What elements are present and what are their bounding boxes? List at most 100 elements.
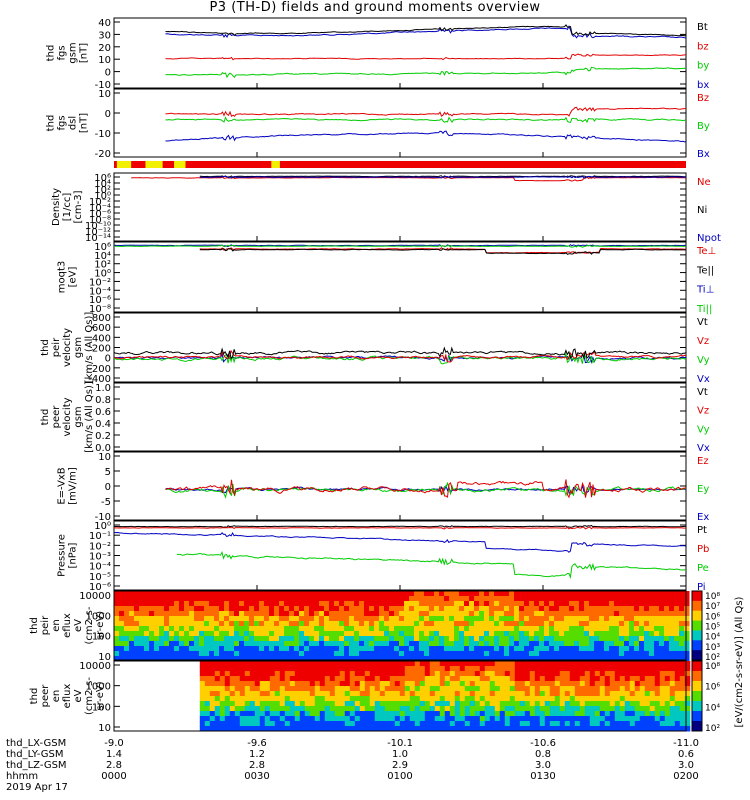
spectrogram-cell	[339, 706, 346, 712]
spectrogram-cell	[659, 676, 666, 682]
spectrogram-cell	[194, 591, 200, 597]
spectrogram-cell	[219, 696, 226, 702]
spectrogram-cell	[664, 686, 671, 692]
spectrogram-cell	[224, 681, 231, 687]
spectrogram-cell	[564, 706, 571, 712]
spectrogram-cell	[199, 646, 205, 652]
spectrogram-cell	[539, 716, 546, 722]
spectrogram-cell	[479, 631, 485, 637]
spectrogram-cell	[169, 611, 175, 617]
spectrogram-cell	[354, 591, 360, 597]
spectrogram-cell	[554, 636, 560, 642]
spectrogram-cell	[639, 656, 645, 662]
spectrogram-cell	[384, 676, 391, 682]
spectrogram-cell	[394, 621, 400, 627]
spectrogram-cell	[144, 621, 150, 627]
spectrogram-cell	[379, 656, 385, 662]
spectrogram-cell	[239, 701, 246, 707]
spectrogram-cell	[574, 646, 580, 652]
spectrogram-cell	[209, 696, 216, 702]
spectrogram-cell	[299, 591, 305, 597]
spectrogram-cell	[579, 721, 586, 727]
spectrogram-cell	[279, 696, 286, 702]
spectrogram-cell	[299, 666, 306, 672]
spectrogram-cell	[299, 721, 306, 727]
spectrogram-cell	[614, 661, 621, 667]
spectrogram-cell	[289, 681, 296, 687]
spectrogram-cell	[599, 616, 605, 622]
spectrogram-cell	[539, 621, 545, 627]
spectrogram-cell	[234, 636, 240, 642]
spectrogram-cell	[529, 591, 535, 597]
spectrogram-cell	[159, 656, 165, 662]
spectrogram-cell	[619, 676, 626, 682]
spectrogram-cell	[589, 661, 596, 667]
spectrogram-cell	[639, 611, 645, 617]
spectrogram-cell	[384, 661, 391, 667]
spectrogram-cell	[279, 616, 285, 622]
spectrogram-cell	[604, 636, 610, 642]
spectrogram-cell	[499, 636, 505, 642]
spectrogram-cell	[259, 611, 265, 617]
spectrogram-cell	[624, 691, 631, 697]
spectrogram-cell	[339, 601, 345, 607]
spectrogram-cell	[254, 636, 260, 642]
spectrogram-cell	[659, 631, 665, 637]
spectrogram-cell	[339, 726, 346, 732]
series-bz	[165, 53, 687, 61]
spectrogram-cell	[644, 671, 651, 677]
spectrogram-cell	[639, 646, 645, 652]
spectrogram-cell	[179, 596, 185, 602]
spectrogram-cell	[154, 626, 160, 632]
spectrogram-cell	[259, 651, 265, 657]
spectrogram-cell	[339, 656, 345, 662]
spectrogram-cell	[669, 616, 675, 622]
spectrogram-cell	[614, 591, 620, 597]
spectrogram-cell	[399, 596, 405, 602]
legend-pb: Pb	[697, 544, 709, 555]
spectrogram-cell	[584, 671, 591, 677]
colorbar-segment	[692, 630, 702, 641]
panel-frame	[113, 590, 687, 661]
spectrogram-cell	[359, 661, 366, 667]
spectrogram-cell	[289, 711, 296, 717]
x-row-value: 0.6	[678, 749, 694, 760]
spectrogram-cell	[564, 651, 570, 657]
spectrogram-cell	[524, 691, 531, 697]
spectrogram-cell	[124, 606, 130, 612]
spectrogram-cell	[169, 641, 175, 647]
spectrogram-cell	[274, 686, 281, 692]
spectrogram-cell	[369, 711, 376, 717]
spectrogram-cell	[624, 651, 630, 657]
spectrogram-cell	[349, 701, 356, 707]
spectrogram-cell	[524, 716, 531, 722]
spectrogram-cell	[439, 656, 445, 662]
spectrogram-cell	[229, 646, 235, 652]
spectrogram-cell	[629, 691, 636, 697]
spectrogram-cell	[489, 616, 495, 622]
spectrogram-cell	[559, 591, 565, 597]
spectrogram-cell	[554, 676, 561, 682]
spectrogram-cell	[399, 701, 406, 707]
spectrogram-cell	[334, 666, 341, 672]
spectrogram-cell	[469, 716, 476, 722]
spectrogram-cell	[144, 626, 150, 632]
spectrogram-cell	[279, 621, 285, 627]
spectrogram-cell	[329, 646, 335, 652]
spectrogram-cell	[429, 721, 436, 727]
spectrogram-cell	[664, 676, 671, 682]
spectrogram-cell	[399, 681, 406, 687]
spectrogram-cell	[154, 591, 160, 597]
spectrogram-cell	[634, 706, 641, 712]
spectrogram-cell	[654, 671, 661, 677]
spectrogram-cell	[569, 591, 575, 597]
spectrogram-cell	[499, 646, 505, 652]
spectrogram-cell	[399, 656, 405, 662]
spectrogram-cell	[614, 606, 620, 612]
spectrogram-cell	[254, 626, 260, 632]
spectrogram-cell	[379, 631, 385, 637]
spectrogram-cell	[344, 641, 350, 647]
mode-bar-segment	[174, 161, 186, 168]
spectrogram-cell	[159, 651, 165, 657]
